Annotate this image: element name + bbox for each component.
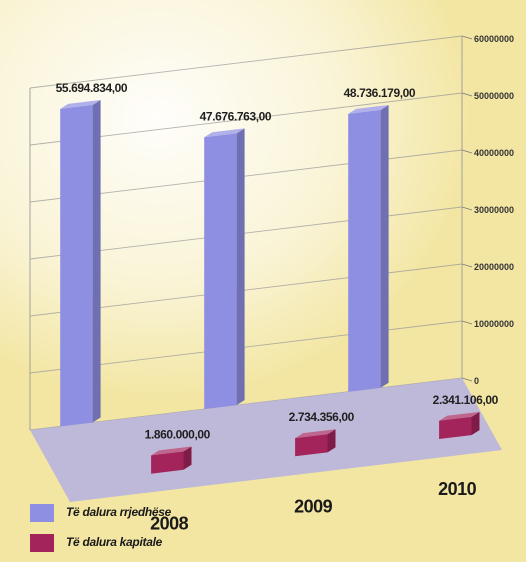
y-tick-label-3: 30000000 bbox=[474, 205, 514, 215]
tick-mark-5 bbox=[461, 92, 473, 97]
category-label-2008: 2008 bbox=[150, 514, 189, 534]
chart-floor bbox=[30, 378, 502, 502]
y-tick-label-6: 60000000 bbox=[474, 34, 514, 44]
value-label-capital-2008: 1.860.000,00 bbox=[145, 428, 211, 442]
legend-label-current: Të dalura rrjedhëse bbox=[66, 505, 172, 519]
gridlines bbox=[29, 35, 473, 431]
value-labels: 55.694.834,00 47.676.763,00 48.736.179,00 1… bbox=[56, 81, 499, 442]
tick-mark-4 bbox=[461, 149, 473, 154]
y-tick-label-1: 10000000 bbox=[474, 319, 514, 329]
gridline-4 bbox=[29, 149, 463, 203]
category-labels: 2008 2009 2010 bbox=[150, 479, 477, 534]
legend-swatch-current bbox=[30, 504, 54, 522]
category-label-2010: 2010 bbox=[438, 479, 477, 499]
value-label-capital-2009: 2.734.356,00 bbox=[289, 410, 355, 424]
value-label-current-2010: 48.736.179,00 bbox=[344, 86, 416, 100]
y-tick-label-5: 50000000 bbox=[474, 91, 514, 101]
gridline-6 bbox=[29, 35, 463, 89]
bar-current-2010 bbox=[348, 105, 389, 392]
y-tick-label-0: 0 bbox=[474, 376, 479, 386]
bar-current-2008 bbox=[60, 100, 101, 427]
value-label-current-2008: 55.694.834,00 bbox=[56, 81, 128, 95]
value-label-current-2009: 47.676.763,00 bbox=[200, 109, 272, 123]
tick-mark-1 bbox=[461, 320, 473, 325]
tick-mark-2 bbox=[461, 263, 473, 268]
gridline-2 bbox=[29, 263, 463, 317]
bar-capital-2009 bbox=[295, 429, 336, 457]
tick-mark-3 bbox=[461, 206, 473, 211]
gridline-3 bbox=[29, 206, 463, 260]
floor-plane bbox=[30, 378, 502, 502]
legend-label-capital: Të dalura kapitale bbox=[66, 535, 162, 549]
gridline-5 bbox=[29, 92, 463, 146]
legend-swatch-capital bbox=[30, 534, 54, 552]
value-label-capital-2010: 2.341.106,00 bbox=[433, 393, 499, 407]
bar-capital-2008 bbox=[151, 446, 192, 474]
y-tick-label-4: 40000000 bbox=[474, 148, 514, 158]
gridline-1 bbox=[29, 320, 463, 374]
bars bbox=[60, 100, 480, 474]
y-tick-labels: 0 10000000 20000000 30000000 40000000 5000000… bbox=[474, 34, 514, 386]
bar-capital-2010 bbox=[439, 411, 480, 439]
tick-mark-0 bbox=[461, 377, 473, 382]
tick-mark-6 bbox=[461, 35, 473, 40]
y-tick-label-2: 20000000 bbox=[474, 262, 514, 272]
category-label-2009: 2009 bbox=[294, 496, 333, 516]
bar-current-2009 bbox=[204, 128, 245, 409]
